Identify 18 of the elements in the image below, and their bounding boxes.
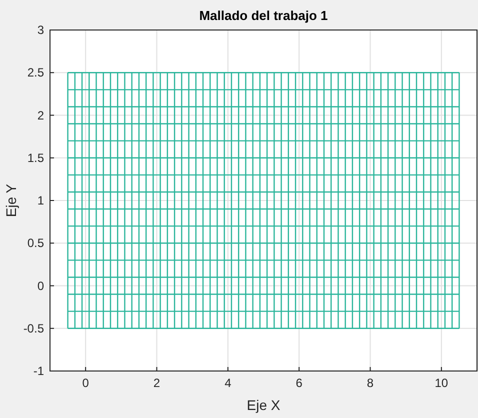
x-tick-label: 4 [224, 376, 232, 390]
x-tick-label: 0 [82, 376, 90, 390]
y-tick-label: 3 [37, 23, 44, 37]
x-tick-label: 8 [366, 376, 374, 390]
x-tick-label: 10 [434, 376, 448, 390]
y-tick-label: 0.5 [27, 236, 44, 250]
chart-title: Mallado del trabajo 1 [199, 8, 328, 23]
y-tick-label: -1 [33, 364, 44, 378]
y-tick-label: 1 [37, 194, 44, 208]
y-tick-label: 2 [37, 108, 44, 122]
y-tick-label: 0 [37, 278, 44, 293]
x-axis-title: Eje X [246, 397, 281, 413]
y-tick-label: -0.5 [23, 321, 44, 336]
y-tick-label: 1.5 [27, 150, 44, 165]
x-tick-label: 2 [153, 376, 160, 390]
y-axis-title: Eje Y [3, 183, 19, 218]
x-tick-label: 6 [296, 376, 303, 390]
y-tick-label: 2.5 [27, 66, 44, 80]
